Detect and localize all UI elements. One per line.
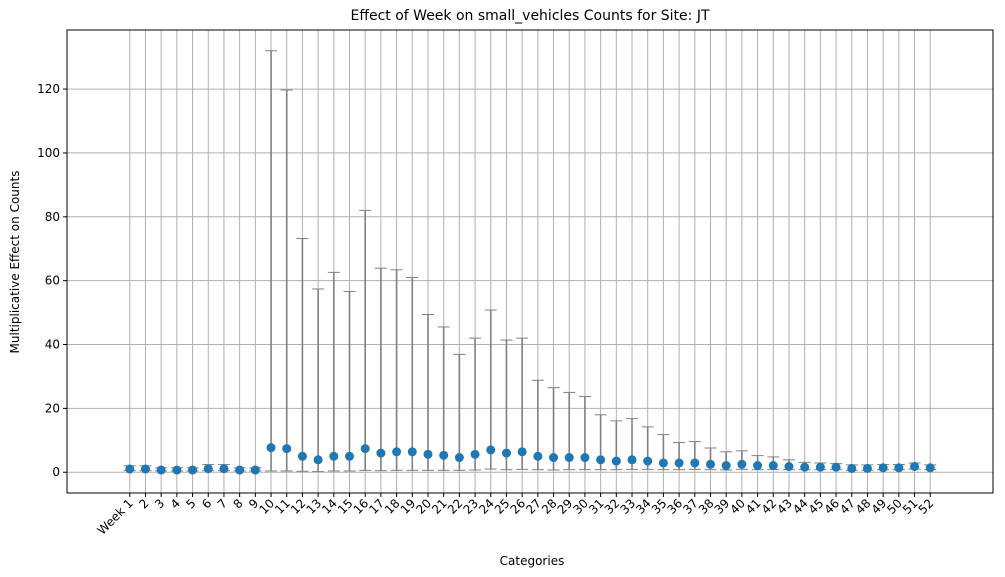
data-point — [627, 455, 637, 465]
x-tick-label: 4 — [168, 496, 183, 511]
y-tick-label: 100 — [37, 146, 60, 160]
data-point — [533, 451, 543, 461]
y-axis-label: Multiplicative Effect on Counts — [8, 171, 22, 354]
data-point — [564, 453, 574, 463]
data-point — [423, 449, 433, 459]
data-point — [815, 462, 825, 472]
x-tick-label: Week 1 — [95, 496, 136, 537]
data-point — [705, 459, 715, 469]
error-bars — [123, 50, 937, 473]
data-point — [580, 453, 590, 463]
x-tick-label: 8 — [230, 496, 245, 511]
data-point — [690, 458, 700, 468]
data-point — [596, 455, 606, 465]
data-point — [878, 463, 888, 473]
data-point — [235, 465, 245, 475]
data-point — [156, 465, 166, 475]
chart-title: Effect of Week on small_vehicles Counts … — [350, 8, 709, 24]
data-point — [910, 461, 920, 471]
data-point — [250, 465, 260, 475]
data-point — [407, 447, 417, 457]
data-point — [925, 463, 935, 473]
data-point — [470, 449, 480, 459]
data-point — [721, 461, 731, 471]
x-tick-label: 7 — [215, 496, 230, 511]
y-tick-label: 0 — [52, 465, 60, 479]
data-point — [140, 464, 150, 474]
data-point — [658, 458, 668, 468]
grid — [67, 30, 993, 493]
y-tick-label: 80 — [45, 210, 60, 224]
plot-frame — [66, 29, 994, 494]
y-axis-ticks: 0 20 40 60 80 100 120 — [37, 82, 67, 479]
data-point — [329, 451, 339, 461]
data-point — [486, 445, 496, 455]
data-point — [219, 464, 229, 474]
data-point — [345, 451, 355, 461]
data-point — [674, 458, 684, 468]
x-tick-label: 2 — [136, 496, 151, 511]
data-point — [643, 456, 653, 466]
data-point — [784, 461, 794, 471]
data-point — [439, 450, 449, 460]
data-point — [862, 463, 872, 473]
data-point — [847, 463, 857, 473]
y-tick-label: 40 — [45, 338, 60, 352]
data-point — [376, 448, 386, 458]
data-point — [297, 451, 307, 461]
data-point — [360, 444, 370, 454]
data-point — [753, 461, 763, 471]
data-point — [517, 447, 527, 457]
data-point — [454, 453, 464, 463]
x-tick-label: 5 — [183, 496, 198, 511]
data-point — [831, 462, 841, 472]
data-point — [266, 443, 276, 453]
data-point — [313, 455, 323, 465]
y-tick-label: 120 — [37, 82, 60, 96]
x-tick-label: 6 — [199, 496, 214, 511]
data-point — [611, 456, 621, 466]
data-point — [737, 459, 747, 469]
x-tick-label: 3 — [152, 496, 167, 511]
data-point — [125, 464, 135, 474]
x-axis-ticks: Week 1 2 3 4 5 6 7 8 910111213141516171819202122… — [95, 493, 937, 537]
data-point — [172, 465, 182, 475]
data-point — [282, 444, 292, 454]
y-tick-label: 20 — [45, 401, 60, 415]
data-point — [501, 448, 511, 458]
x-axis-label: Categories — [500, 554, 565, 568]
x-tick-label: 52 — [916, 496, 937, 517]
data-point — [549, 453, 559, 463]
y-tick-label: 60 — [45, 274, 60, 288]
data-point — [768, 461, 778, 471]
data-point — [203, 464, 213, 474]
data-point — [392, 447, 402, 457]
data-point — [800, 462, 810, 472]
data-point — [188, 465, 198, 475]
data-points — [125, 443, 935, 475]
data-point — [894, 463, 904, 473]
